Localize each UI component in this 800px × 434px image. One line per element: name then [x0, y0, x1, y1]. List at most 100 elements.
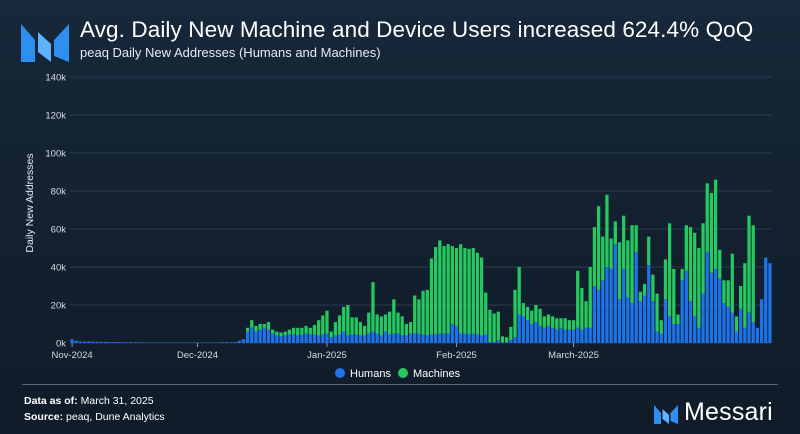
bar-machines — [312, 324, 317, 335]
bar-humans — [730, 312, 734, 343]
bar-humans — [663, 299, 668, 343]
grid-lines — [70, 76, 772, 344]
bar-machines — [484, 292, 488, 335]
bar-humans — [576, 327, 580, 343]
bar-machines — [329, 331, 333, 338]
bar-humans — [559, 327, 563, 343]
bar-machines — [713, 179, 718, 269]
bar-humans — [705, 251, 709, 343]
chart-subtitle: peaq Daily New Addresses (Humans and Mac… — [80, 45, 381, 60]
bar-humans — [383, 331, 388, 343]
bar-machines — [730, 253, 734, 313]
bar-machines — [291, 327, 296, 335]
bar-humans — [287, 334, 292, 343]
bar-humans — [446, 333, 450, 343]
bar-machines — [722, 280, 726, 304]
bar-machines — [475, 252, 480, 335]
bar-machines — [350, 317, 354, 335]
bar-humans — [488, 342, 492, 343]
footer-divider — [22, 384, 778, 385]
bar-machines — [371, 282, 375, 332]
bar-humans — [500, 342, 505, 343]
bar-machines — [550, 316, 555, 328]
bar-humans — [555, 329, 559, 343]
bar-machines — [446, 244, 450, 334]
bar-humans — [137, 342, 141, 343]
bar-humans — [99, 341, 103, 343]
bar-machines — [408, 322, 413, 334]
bar-machines — [567, 320, 571, 330]
bar-machines — [688, 227, 693, 302]
bar-machines — [383, 314, 388, 332]
bar-humans — [505, 342, 509, 343]
bar-machines — [245, 327, 250, 332]
bar-machines — [333, 322, 337, 336]
bar-machines — [509, 326, 513, 341]
bar-humans — [638, 301, 643, 343]
bar-humans — [154, 342, 158, 343]
data-as-of-value: March 31, 2025 — [80, 395, 154, 407]
bar-machines — [626, 240, 630, 298]
bar-machines — [321, 315, 325, 335]
bar-machines — [450, 246, 454, 324]
y-tick-label: 100k — [45, 149, 66, 160]
y-tick-label: 40k — [51, 263, 67, 274]
bar-machines — [676, 314, 680, 324]
bar-machines — [580, 287, 584, 330]
bar-humans — [308, 334, 312, 343]
bar-humans — [630, 303, 634, 343]
bar-humans — [722, 303, 726, 343]
bar-machines — [275, 331, 279, 336]
bar-machines — [525, 306, 530, 321]
bar-humans — [538, 325, 542, 343]
bar-machines — [672, 268, 676, 324]
brand: Messari — [654, 398, 773, 427]
bar-humans — [726, 306, 730, 343]
bar-machines — [258, 324, 262, 330]
messari-brand-icon — [654, 404, 678, 424]
bar-humans — [141, 342, 145, 343]
bar-humans — [563, 329, 567, 343]
x-tick-label: Feb-2025 — [436, 350, 477, 361]
bar-machines — [563, 318, 567, 330]
bar-humans — [78, 341, 83, 343]
bar-machines — [438, 240, 442, 334]
bar-humans — [709, 272, 714, 343]
bar-humans — [191, 342, 195, 343]
bar-humans — [404, 335, 409, 343]
bar-humans — [350, 334, 354, 343]
bar-machines — [538, 308, 542, 326]
bar-humans — [216, 342, 220, 343]
bar-humans — [747, 312, 751, 343]
bar-machines — [400, 316, 404, 336]
bar-humans — [580, 329, 584, 343]
bar-humans — [312, 334, 317, 343]
bar-humans — [697, 327, 701, 343]
bar-humans — [316, 335, 321, 343]
bar-machines — [375, 314, 379, 334]
bar-humans — [208, 342, 212, 343]
bar-machines — [496, 311, 500, 341]
bar-humans — [392, 333, 396, 343]
bar-humans — [433, 334, 438, 343]
bar-humans — [755, 327, 760, 343]
bar-humans — [329, 337, 333, 343]
bar-humans — [337, 334, 342, 343]
legend-humans-label: Humans — [350, 368, 391, 380]
bar-humans — [743, 327, 747, 343]
bar-humans — [241, 339, 246, 343]
bar-humans — [187, 342, 191, 343]
bar-humans — [542, 327, 546, 343]
bar-humans — [459, 333, 463, 343]
bar-machines — [266, 322, 271, 330]
bar-humans — [375, 333, 379, 343]
bar-humans — [634, 251, 638, 343]
bar-machines — [271, 329, 275, 334]
bar-machines — [404, 324, 409, 336]
bar-machines — [254, 325, 258, 332]
bar-humans — [471, 333, 475, 343]
bar-humans — [421, 334, 425, 343]
bar-humans — [275, 335, 279, 343]
bar-machines — [630, 225, 634, 304]
bar-humans — [133, 342, 137, 343]
